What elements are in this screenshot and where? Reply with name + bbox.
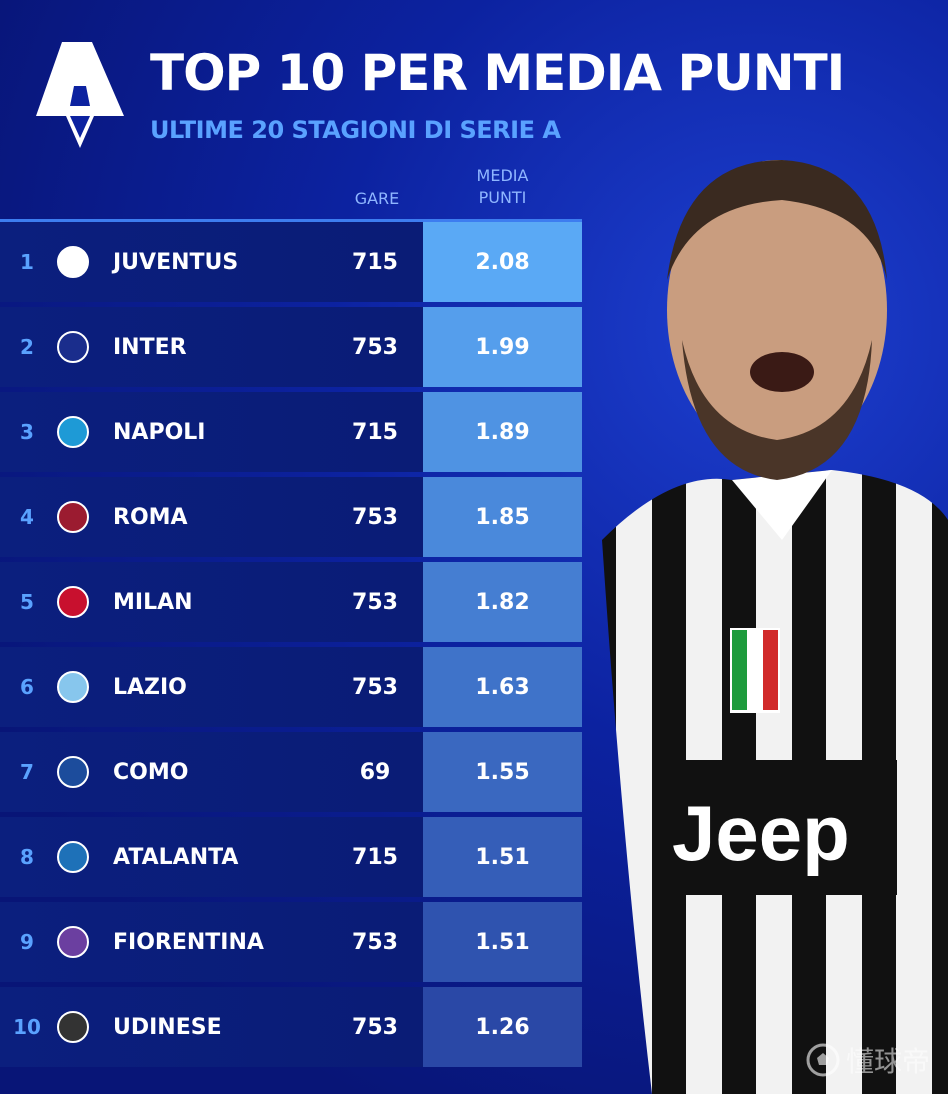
media-punti-value: 1.51	[475, 929, 530, 955]
rank: 5	[20, 590, 34, 614]
gare-value: 753	[352, 674, 398, 700]
media-punti-value: 1.55	[475, 759, 530, 785]
milan-crest-icon	[53, 582, 93, 622]
gare-value: 715	[352, 419, 398, 445]
team-name: MILAN	[113, 589, 193, 615]
team-name: LAZIO	[113, 674, 187, 700]
media-punti-value: 1.82	[475, 589, 530, 615]
table-top-divider	[0, 219, 582, 222]
media-bar	[423, 392, 582, 472]
rank: 7	[20, 760, 34, 784]
media-bar	[423, 647, 582, 727]
team-name: INTER	[113, 334, 187, 360]
table-row: 7 COMO 69 1.55	[0, 732, 582, 812]
gare-value: 715	[352, 249, 398, 275]
table-row: 6 LAZIO 753 1.63	[0, 647, 582, 727]
lazio-crest-icon	[53, 667, 93, 707]
gare-value: 753	[352, 1014, 398, 1040]
table-row: 4 ROMA 753 1.85	[0, 477, 582, 557]
team-name: ATALANTA	[113, 844, 239, 870]
team-name: ROMA	[113, 504, 188, 530]
media-bar	[423, 902, 582, 982]
gare-value: 753	[352, 334, 398, 360]
udinese-crest-icon	[53, 1007, 93, 1047]
team-name: JUVENTUS	[113, 249, 239, 275]
team-name: COMO	[113, 759, 189, 785]
media-bar	[423, 987, 582, 1067]
media-bar	[423, 222, 582, 302]
rank: 10	[13, 1015, 41, 1039]
juventus-crest-icon	[53, 242, 93, 282]
napoli-crest-icon	[53, 412, 93, 452]
media-bar	[423, 307, 582, 387]
table-row: 2 INTER 753 1.99	[0, 307, 582, 387]
watermark-text: 懂球帝	[845, 1045, 930, 1078]
column-header-media-punti: MEDIA PUNTI	[423, 165, 582, 209]
column-header-gare: GARE	[354, 189, 400, 208]
gare-value: 753	[352, 589, 398, 615]
serie-a-logo	[36, 42, 124, 148]
gare-value: 753	[352, 929, 398, 955]
table-row: 9 FIORENTINA 753 1.51	[0, 902, 582, 982]
rank: 1	[20, 250, 34, 274]
media-punti-value: 1.51	[475, 844, 530, 870]
rank: 4	[20, 505, 34, 529]
watermark: 懂球帝	[806, 1040, 930, 1080]
table-row: 10 UDINESE 753 1.26	[0, 987, 582, 1067]
roma-crest-icon	[53, 497, 93, 537]
media-bar	[423, 562, 582, 642]
rank: 8	[20, 845, 34, 869]
page-title: TOP 10 PER MEDIA PUNTI	[150, 44, 845, 102]
media-header-line2: PUNTI	[478, 188, 527, 207]
rank: 9	[20, 930, 34, 954]
team-name: UDINESE	[113, 1014, 222, 1040]
table-row: 8 ATALANTA 715 1.51	[0, 817, 582, 897]
gare-value: 715	[352, 844, 398, 870]
media-bar	[423, 817, 582, 897]
team-name: NAPOLI	[113, 419, 206, 445]
media-bar	[423, 477, 582, 557]
media-punti-value: 2.08	[475, 249, 530, 275]
svg-text:Jeep: Jeep	[672, 789, 850, 877]
rank: 3	[20, 420, 34, 444]
table-row: 3 NAPOLI 715 1.89	[0, 392, 582, 472]
table-row: 1 JUVENTUS 715 2.08	[0, 222, 582, 302]
atalanta-crest-icon	[53, 837, 93, 877]
player-photo: Jeep	[602, 160, 948, 1094]
rank: 2	[20, 335, 34, 359]
fiorentina-crest-icon	[53, 922, 93, 962]
media-punti-value: 1.99	[475, 334, 530, 360]
como-crest-icon	[53, 752, 93, 792]
gare-value: 69	[359, 759, 391, 785]
rank: 6	[20, 675, 34, 699]
media-punti-value: 1.85	[475, 504, 530, 530]
inter-crest-icon	[53, 327, 93, 367]
table-row: 5 MILAN 753 1.82	[0, 562, 582, 642]
gare-value: 753	[352, 504, 398, 530]
media-punti-value: 1.26	[475, 1014, 530, 1040]
soccer-ball-icon	[806, 1043, 840, 1077]
media-bar	[423, 732, 582, 812]
media-header-line1: MEDIA	[476, 166, 529, 185]
media-punti-value: 1.89	[475, 419, 530, 445]
team-name: FIORENTINA	[113, 929, 264, 955]
page-subtitle: ULTIME 20 STAGIONI DI SERIE A	[150, 116, 561, 144]
media-punti-value: 1.63	[475, 674, 530, 700]
